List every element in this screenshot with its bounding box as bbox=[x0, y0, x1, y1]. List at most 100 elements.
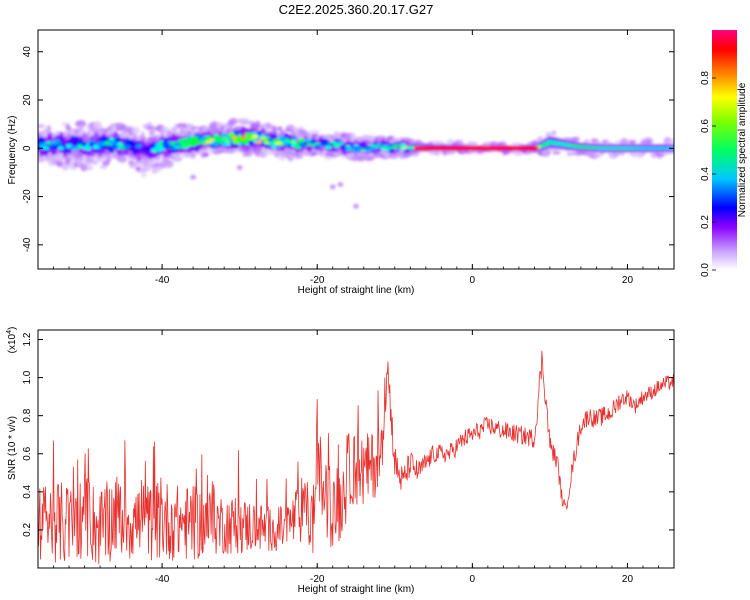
colorbar-tick-label: 0.2 bbox=[700, 215, 711, 229]
spectrogram-plot: -40 -20 0 20 -40 -20 0 20 40 Height of straight … bbox=[7, 29, 675, 296]
spectrogram-ytick-label: -40 bbox=[22, 237, 33, 252]
spectrogram-halo-cell bbox=[148, 129, 156, 137]
spectrogram-band-cell bbox=[348, 148, 356, 151]
spectrogram-band-cell bbox=[255, 140, 263, 144]
spectrogram-ytick-label: 20 bbox=[22, 94, 33, 106]
spectrogram-band-cell bbox=[166, 145, 174, 150]
snr-xtick-label: -20 bbox=[310, 574, 325, 585]
spectrogram-band-cell bbox=[344, 145, 352, 148]
spectrogram-ylabel: Frequency (Hz) bbox=[7, 116, 18, 185]
snr-background bbox=[38, 330, 674, 568]
snr-frame bbox=[37, 329, 675, 569]
spectrogram-band-cell bbox=[329, 141, 337, 144]
spectrogram-band-cell bbox=[542, 143, 550, 146]
spectrogram-halo-cell bbox=[78, 123, 85, 131]
snr-ytick-label: 0.8 bbox=[22, 408, 33, 422]
spectrogram-halo-cell bbox=[276, 126, 283, 131]
spectrogram-band-cell bbox=[251, 134, 259, 139]
snr-multiplier-base: (x10 bbox=[7, 333, 18, 353]
spectrogram-band-cell bbox=[313, 142, 321, 145]
spectrogram-band-cell bbox=[267, 142, 275, 146]
spectrogram-band-cell bbox=[368, 144, 375, 147]
spectrogram-ytick-label: -20 bbox=[22, 189, 33, 204]
spectrogram-halo-cell bbox=[163, 161, 174, 169]
spectrogram-halo-cell bbox=[118, 157, 126, 163]
spectrogram-axes: -40 -20 0 20 -40 -20 0 20 40 bbox=[22, 30, 675, 286]
spectrogram-band-cell bbox=[275, 141, 282, 145]
spectrogram-halo-cell bbox=[142, 168, 151, 172]
spectrogram-band-cell bbox=[298, 138, 306, 144]
spectrogram-band-cell bbox=[42, 146, 50, 150]
colorbar-gradient bbox=[712, 30, 737, 270]
spectrogram-band-cell bbox=[50, 141, 57, 146]
spectrogram-halo-cell bbox=[86, 165, 94, 171]
spectrogram-halo-cell bbox=[255, 120, 261, 127]
colorbar-tick-label: 0.8 bbox=[700, 71, 711, 85]
snr-xtick-label: 0 bbox=[470, 574, 476, 585]
spectrogram-ytick-label: 40 bbox=[22, 46, 33, 58]
spectrogram-outlier-cell bbox=[66, 126, 73, 132]
spectrogram-band-cell bbox=[278, 138, 286, 142]
colorbar-tick-label: 0.4 bbox=[700, 167, 711, 181]
spectrogram-xtick-label: -40 bbox=[155, 275, 170, 286]
spectrogram-halo-cell bbox=[176, 157, 182, 162]
spectrogram-band-cell bbox=[356, 147, 364, 150]
spectrogram-halo-cell bbox=[241, 153, 253, 157]
snr-multiplier: (x104) bbox=[6, 327, 18, 354]
snr-xtick-label: -40 bbox=[155, 574, 170, 585]
spectrogram-halo-cell bbox=[228, 118, 239, 125]
snr-ytick-label: 1.0 bbox=[22, 370, 33, 384]
snr-xlabel: Height of straight line (km) bbox=[298, 584, 415, 595]
spectrogram-halo-cell bbox=[550, 130, 557, 136]
snr-series-line bbox=[38, 350, 674, 565]
spectrogram-outlier-cell bbox=[353, 203, 359, 209]
spectrogram-band-cell bbox=[395, 144, 403, 146]
spectrogram-band-cell bbox=[205, 140, 213, 144]
snr-plot: -40 -20 0 20 0.2 0.4 0.6 0.8 1.0 1.2 Height of st… bbox=[6, 327, 675, 595]
snr-ytick-label: 0.2 bbox=[22, 523, 33, 537]
spectrogram-xtick-label: 0 bbox=[470, 275, 476, 286]
spectrogram-band-cell bbox=[116, 142, 123, 147]
snr-ylabel: SNR (10 * v/v) bbox=[7, 416, 18, 480]
figure-title: C2E2.2025.360.20.17.G27 bbox=[279, 2, 434, 17]
spectrogram-band-cell bbox=[181, 138, 189, 142]
spectrogram-band-cell bbox=[247, 137, 255, 141]
spectrogram-band-cell bbox=[220, 136, 228, 140]
spectrogram-ytick-label: 0 bbox=[22, 145, 33, 151]
spectrogram-frame bbox=[37, 29, 675, 270]
spectrogram-heat-layer bbox=[38, 118, 674, 209]
spectrogram-band-cell bbox=[259, 136, 267, 140]
spectrogram-halo-cell bbox=[141, 171, 147, 178]
spectrogram-halo-cell bbox=[467, 141, 478, 147]
spectrogram-band-cell bbox=[391, 146, 399, 149]
spectrogram-halo-cell bbox=[637, 153, 644, 159]
spectrogram-outlier-cell bbox=[190, 174, 197, 180]
spectrogram-outlier-cell bbox=[329, 184, 336, 190]
spectrogram-halo-cell bbox=[552, 151, 561, 155]
colorbar-tick-label: 0.6 bbox=[700, 119, 711, 133]
spectrogram-halo-cell bbox=[81, 162, 92, 166]
spectrogram-halo-cell bbox=[76, 121, 86, 126]
spectrogram-halo-cell bbox=[46, 125, 52, 132]
spectrogram-halo-cell bbox=[131, 126, 141, 135]
spectrogram-halo-cell bbox=[80, 163, 88, 172]
spectrogram-band-cell bbox=[383, 144, 391, 147]
spectrogram-outlier-cell bbox=[337, 182, 344, 188]
spectrogram-halo-cell bbox=[38, 155, 45, 161]
colorbar-label: Normalized spectral amplitude bbox=[737, 82, 748, 217]
spectrogram-xlabel: Height of straight line (km) bbox=[298, 285, 415, 296]
spectrogram-halo-cell bbox=[191, 126, 200, 130]
spectrogram-halo-cell bbox=[570, 136, 581, 141]
spectrogram-halo-cell bbox=[388, 152, 399, 159]
spectrogram-core bbox=[414, 146, 539, 151]
spectrogram-band-cell bbox=[337, 142, 344, 146]
spectrogram-halo-cell bbox=[266, 151, 277, 155]
spectrogram-band-cell bbox=[158, 147, 166, 151]
spectrogram-halo-cell bbox=[92, 124, 104, 130]
spectrogram-xtick-label: -20 bbox=[310, 275, 325, 286]
spectrogram-band-cell bbox=[333, 145, 341, 148]
colorbar-tick-label: 0.0 bbox=[700, 263, 711, 277]
spectrogram-halo-cell bbox=[38, 124, 46, 129]
spectrogram-band-cell bbox=[174, 142, 182, 147]
snr-ytick-label: 1.2 bbox=[22, 332, 33, 346]
